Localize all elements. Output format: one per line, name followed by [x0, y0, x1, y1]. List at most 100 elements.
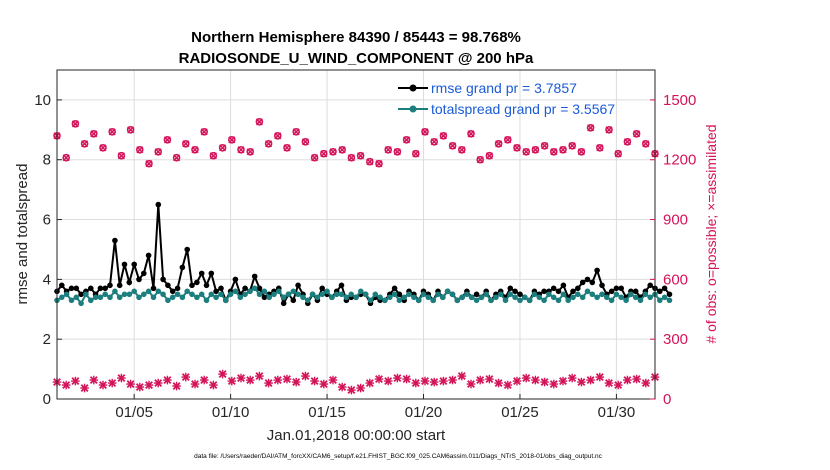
totalspread-point [613, 291, 620, 298]
series-layer [52, 118, 673, 395]
assimilated-top-point [292, 128, 300, 136]
assimilated-top-stroke [228, 136, 236, 144]
possible-obs-point [577, 148, 586, 156]
rmse-point [594, 267, 600, 274]
totalspread-point [666, 297, 673, 304]
totalspread-point [555, 297, 562, 304]
assimilated-top-stroke [623, 138, 631, 146]
possible-obs-point [605, 126, 613, 134]
totalspread-point [160, 291, 166, 298]
assimilated-top-stroke [614, 150, 622, 158]
assimilated-top-point [504, 136, 512, 144]
possible-obs-point [485, 151, 494, 160]
y-left-tick-label: 8 [43, 152, 51, 169]
totalspread-point [88, 297, 94, 304]
rmse-point [584, 276, 591, 283]
possible-obs-point [117, 151, 126, 160]
totalspread-point [478, 294, 485, 301]
assimilated-obs-point [623, 375, 632, 385]
rmse-point [608, 288, 615, 295]
assimilated-top-point [633, 130, 641, 138]
totalspread-point [430, 297, 437, 304]
assimilated-obs-point [613, 380, 623, 390]
possible-obs-point [375, 159, 383, 168]
assimilated-obs-point [485, 374, 494, 384]
possible-obs-point [614, 149, 623, 158]
assimilated-top-stroke [357, 152, 365, 160]
assimilated-obs-point [199, 375, 209, 385]
rmse-point [319, 285, 326, 292]
totalspread-point [546, 291, 552, 298]
rmse-point [198, 270, 205, 277]
totalspread-point [145, 288, 152, 295]
rmse-point [169, 288, 176, 295]
possible-obs-point [154, 148, 162, 156]
totalspread-point [440, 294, 446, 301]
possible-obs-point [246, 148, 254, 156]
possible-obs-point [163, 136, 172, 144]
totalspread-point [406, 291, 412, 298]
possible-obs-point [218, 144, 227, 152]
assimilated-top-stroke [522, 148, 530, 156]
possible-obs-point [292, 128, 301, 136]
possible-obs-point [264, 140, 273, 148]
possible-obs-point [172, 153, 181, 162]
assimilated-obs-point [641, 378, 651, 388]
assimilated-top-stroke [393, 148, 401, 156]
totalspread-point [623, 297, 629, 304]
totalspread-point [401, 294, 408, 301]
assimilated-top-point [550, 148, 558, 156]
possible-obs-point [503, 136, 512, 144]
possible-obs-point [430, 138, 439, 146]
assimilated-obs-point [144, 380, 154, 390]
rmse-point [256, 285, 263, 292]
legend-rmse-marker [409, 84, 417, 92]
assimilated-obs-point [439, 376, 448, 386]
assimilated-top-point [117, 152, 125, 160]
totalspread-point [550, 294, 557, 301]
totalspread-point [637, 297, 644, 304]
assimilated-top-point [329, 148, 337, 156]
y-left-tick-label: 4 [43, 271, 51, 288]
rmse-point [116, 282, 123, 289]
totalspread-point [285, 291, 292, 298]
assimilated-top-stroke [209, 152, 217, 160]
assimilated-obs-point [531, 375, 540, 385]
assimilated-obs-point [227, 376, 237, 386]
assimilated-top-point [274, 132, 282, 140]
assimilated-top-stroke [255, 118, 263, 126]
rmse-point [102, 285, 108, 292]
totalspread-point [189, 291, 195, 298]
assimilated-top-point [467, 130, 475, 138]
totalspread-point [618, 294, 624, 301]
assimilated-obs-point [494, 378, 503, 388]
y-right-tick-label: 1500 [663, 92, 696, 109]
totalspread-point [589, 291, 596, 298]
y-left-tick-label: 10 [34, 92, 51, 109]
assimilated-top-point [366, 158, 374, 166]
assimilated-obs-point [181, 372, 191, 382]
totalspread-point [517, 297, 523, 304]
rmse-point [136, 276, 142, 283]
assimilated-top-point [439, 132, 447, 140]
totalspread-point [411, 294, 417, 301]
possible-obs-point [200, 128, 208, 136]
totalspread-point [435, 291, 441, 298]
assimilated-top-point [81, 140, 89, 148]
totalspread-point [223, 297, 229, 304]
rmse-point [194, 279, 200, 286]
totalspread-point [661, 294, 668, 301]
assimilated-top-stroke [301, 138, 309, 146]
assimilated-top-stroke [191, 146, 199, 154]
rmse-point [165, 282, 171, 289]
legend: rmse grand pr = 3.7857 totalspread grand… [398, 80, 615, 117]
rmse-point [174, 285, 181, 292]
rmse-point [251, 273, 258, 280]
assimilated-obs-point [328, 375, 338, 385]
assimilated-top-point [71, 120, 79, 128]
assimilated-top-stroke [513, 144, 521, 152]
assimilated-obs-point [567, 373, 577, 383]
assimilated-top-point [163, 136, 171, 144]
assimilated-obs-point [190, 379, 200, 389]
totalspread-point [333, 291, 340, 298]
